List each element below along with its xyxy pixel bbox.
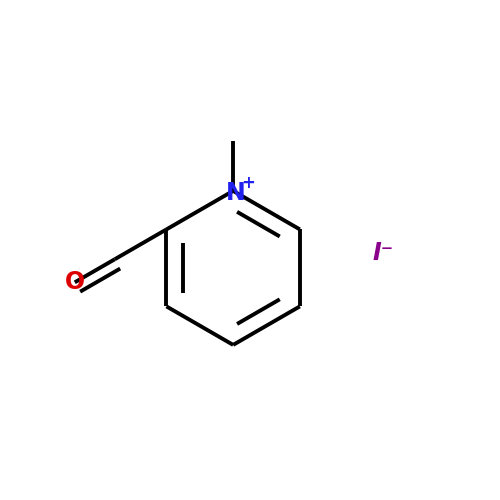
Text: I⁻: I⁻	[372, 240, 394, 264]
Text: +: +	[242, 174, 256, 192]
Text: N: N	[226, 181, 246, 205]
Text: O: O	[64, 270, 85, 294]
